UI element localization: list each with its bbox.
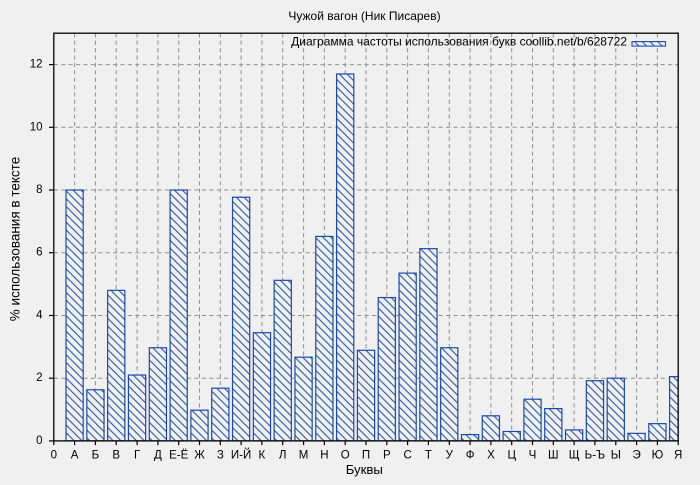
svg-text:0: 0 [51,450,57,462]
svg-text:М: М [299,450,309,462]
svg-text:Ю: Ю [652,450,664,462]
svg-text:Г: Г [134,450,141,462]
svg-text:В: В [112,450,120,462]
svg-text:И-Й: И-Й [231,449,251,462]
svg-text:З: З [217,450,224,462]
svg-text:Ф: Ф [466,450,475,462]
svg-text:2: 2 [36,372,42,384]
svg-text:Буквы: Буквы [346,462,383,477]
svg-text:Ш: Ш [548,450,559,462]
svg-text:Щ: Щ [569,450,580,462]
svg-text:У: У [446,450,454,462]
svg-text:А: А [71,450,79,462]
svg-text:С: С [403,450,411,462]
svg-text:Ь-Ъ: Ь-Ъ [585,450,605,462]
svg-text:0: 0 [36,435,42,447]
svg-text:Ц: Ц [507,450,516,462]
svg-text:Р: Р [383,450,391,462]
svg-text:Ж: Ж [194,450,205,462]
svg-text:Д: Д [154,450,162,462]
svg-text:Диаграмма частоты использовани: Диаграмма частоты использования букв coo… [291,34,627,48]
svg-text:П: П [362,450,370,462]
svg-text:Х: Х [487,450,495,462]
svg-text:Ч: Ч [529,450,537,462]
svg-text:Т: Т [425,450,432,462]
svg-text:Л: Л [279,450,287,462]
svg-text:Чужой вагон (Ник Писарев): Чужой вагон (Ник Писарев) [288,9,440,23]
svg-text:Я: Я [674,450,682,462]
svg-text:Н: Н [320,450,328,462]
svg-text:К: К [259,450,266,462]
svg-text:О: О [341,450,350,462]
svg-text:10: 10 [30,121,43,133]
svg-text:Е-Ё: Е-Ё [169,450,189,462]
svg-text:4: 4 [36,310,43,322]
svg-text:6: 6 [36,247,42,259]
svg-text:% использования в тексте: % использования в тексте [8,157,23,321]
svg-text:Э: Э [632,450,640,462]
svg-text:Б: Б [92,450,100,462]
svg-text:8: 8 [36,184,42,196]
svg-text:Ы: Ы [611,450,621,462]
svg-text:12: 12 [30,59,43,71]
